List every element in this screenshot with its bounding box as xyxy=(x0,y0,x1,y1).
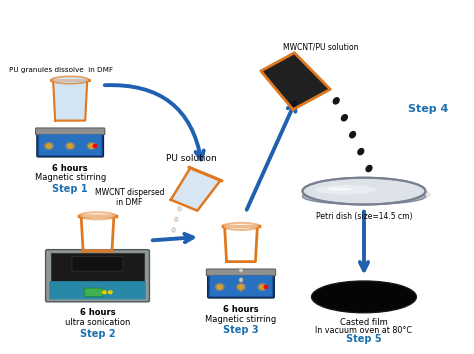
FancyBboxPatch shape xyxy=(84,288,102,297)
Ellipse shape xyxy=(239,268,243,273)
Text: Step 1: Step 1 xyxy=(52,184,88,194)
Circle shape xyxy=(66,143,74,149)
Ellipse shape xyxy=(315,185,376,194)
Ellipse shape xyxy=(333,98,339,104)
Text: Magnetic stirring: Magnetic stirring xyxy=(35,173,106,182)
Ellipse shape xyxy=(366,165,372,172)
Circle shape xyxy=(260,285,265,289)
Polygon shape xyxy=(261,53,330,109)
FancyBboxPatch shape xyxy=(36,128,105,135)
FancyBboxPatch shape xyxy=(46,250,149,302)
Ellipse shape xyxy=(79,212,116,219)
Text: Step 5: Step 5 xyxy=(346,334,382,344)
Text: MWCNT/PU solution: MWCNT/PU solution xyxy=(283,43,358,52)
Circle shape xyxy=(264,286,268,289)
Circle shape xyxy=(89,144,94,148)
Text: Step 3: Step 3 xyxy=(223,325,259,335)
Polygon shape xyxy=(225,226,257,262)
FancyBboxPatch shape xyxy=(51,253,145,282)
Circle shape xyxy=(87,143,96,149)
Polygon shape xyxy=(53,80,87,121)
Ellipse shape xyxy=(223,223,259,230)
Text: Magnetic stirring: Magnetic stirring xyxy=(205,314,277,324)
Circle shape xyxy=(67,144,73,148)
Circle shape xyxy=(45,143,53,149)
FancyBboxPatch shape xyxy=(72,257,123,271)
Ellipse shape xyxy=(358,149,364,155)
FancyBboxPatch shape xyxy=(210,275,272,296)
Text: 6 hours: 6 hours xyxy=(80,308,115,317)
FancyBboxPatch shape xyxy=(37,132,103,157)
Circle shape xyxy=(258,284,266,290)
Ellipse shape xyxy=(239,278,243,282)
Ellipse shape xyxy=(311,281,416,313)
Text: Petri dish (size=14.5 cm): Petri dish (size=14.5 cm) xyxy=(316,212,412,221)
Text: 6 hours: 6 hours xyxy=(52,164,88,173)
Ellipse shape xyxy=(301,184,431,205)
Ellipse shape xyxy=(302,188,426,205)
Circle shape xyxy=(238,285,244,289)
FancyBboxPatch shape xyxy=(208,273,274,298)
FancyBboxPatch shape xyxy=(206,269,275,276)
Text: 6 hours: 6 hours xyxy=(223,305,259,314)
Circle shape xyxy=(93,144,97,147)
Text: PU solution: PU solution xyxy=(165,154,216,163)
Polygon shape xyxy=(81,216,114,251)
Ellipse shape xyxy=(174,217,178,222)
Text: Casted film: Casted film xyxy=(340,318,388,327)
Ellipse shape xyxy=(327,187,352,191)
FancyBboxPatch shape xyxy=(39,134,101,155)
Circle shape xyxy=(237,284,246,290)
Ellipse shape xyxy=(178,206,182,211)
Circle shape xyxy=(217,285,222,289)
Ellipse shape xyxy=(51,76,89,84)
Text: Step 4: Step 4 xyxy=(408,103,448,114)
Ellipse shape xyxy=(350,132,356,138)
Text: PU granules dissolve  in DMF: PU granules dissolve in DMF xyxy=(9,67,113,73)
Text: ultra sonication: ultra sonication xyxy=(65,318,130,327)
Ellipse shape xyxy=(341,115,347,121)
Circle shape xyxy=(102,291,106,294)
Circle shape xyxy=(109,291,112,294)
FancyBboxPatch shape xyxy=(49,281,146,299)
Ellipse shape xyxy=(239,287,243,291)
Text: In vacuum oven at 80°C: In vacuum oven at 80°C xyxy=(316,326,412,335)
Circle shape xyxy=(46,144,52,148)
Text: MWCNT dispersed
in DMF: MWCNT dispersed in DMF xyxy=(95,188,164,207)
Polygon shape xyxy=(171,168,220,211)
Text: Step 2: Step 2 xyxy=(80,329,115,339)
Circle shape xyxy=(215,284,224,290)
Ellipse shape xyxy=(172,228,175,232)
Ellipse shape xyxy=(302,178,426,205)
